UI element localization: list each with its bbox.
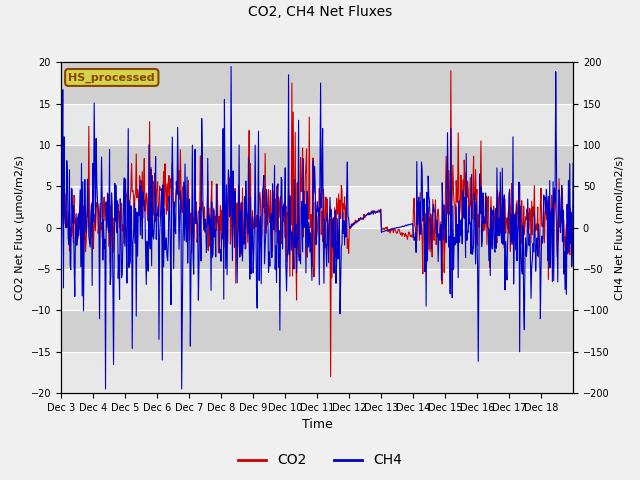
Bar [61, 186, 573, 228]
Text: HS_processed: HS_processed [68, 72, 155, 83]
Bar [61, 104, 573, 145]
Bar [61, 62, 573, 104]
Y-axis label: CO2 Net Flux (μmol/m2/s): CO2 Net Flux (μmol/m2/s) [15, 156, 25, 300]
Bar [61, 352, 573, 393]
Legend: CO2, CH4: CO2, CH4 [232, 448, 408, 473]
Text: CO2, CH4 Net Fluxes: CO2, CH4 Net Fluxes [248, 5, 392, 19]
Bar [61, 228, 573, 269]
Bar [61, 145, 573, 186]
Bar [61, 269, 573, 311]
Y-axis label: CH4 Net Flux (nmol/m2/s): CH4 Net Flux (nmol/m2/s) [615, 156, 625, 300]
Bar [61, 311, 573, 352]
X-axis label: Time: Time [301, 419, 332, 432]
